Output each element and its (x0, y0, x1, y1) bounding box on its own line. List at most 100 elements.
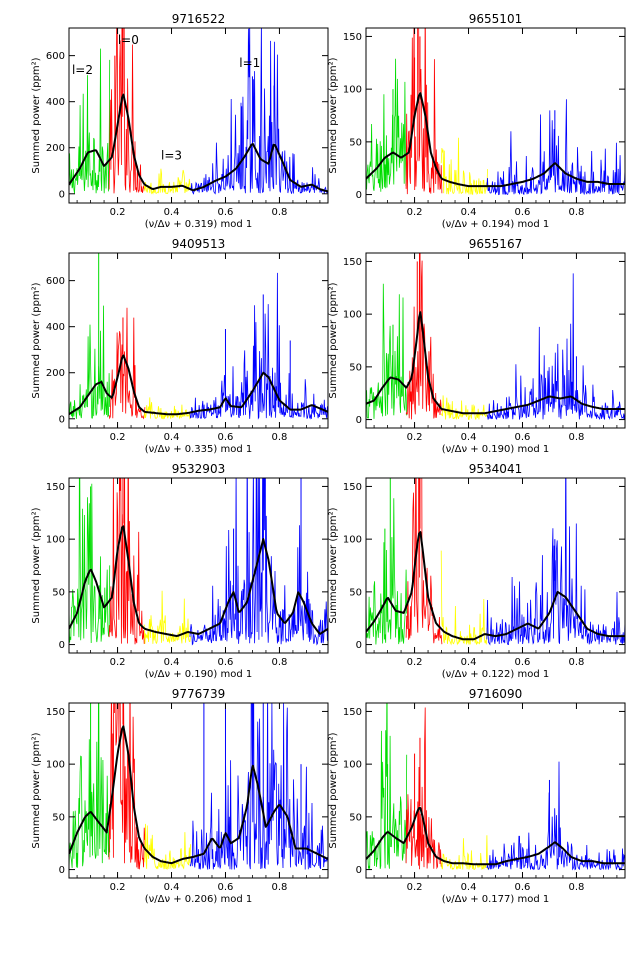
trace-l3 (440, 835, 488, 871)
trace-l2 (69, 305, 111, 419)
y-tick-label: 150 (46, 707, 65, 718)
trace-l0 (405, 707, 443, 870)
y-axis-label: Summed power (ppm²) (31, 732, 42, 848)
x-tick-label: 0.6 (515, 432, 531, 443)
x-tick-label: 0.6 (515, 657, 531, 668)
y-tick-label: 0 (59, 640, 65, 651)
y-tick-label: 100 (46, 535, 65, 546)
x-tick-label: 0.4 (461, 882, 477, 893)
mode-annotation: l=0 (118, 33, 139, 47)
trace-l0 (108, 703, 146, 870)
trace-l2 (69, 48, 111, 194)
y-tick-label: 150 (46, 482, 65, 493)
trace-l1 (189, 28, 328, 195)
x-tick-label: 0.2 (110, 207, 126, 218)
mode-annotation: l=3 (161, 148, 182, 162)
trace-l1 (486, 273, 625, 420)
x-tick-label: 0.8 (568, 207, 584, 218)
smoothed-envelope (69, 354, 328, 416)
trace-l1 (189, 478, 328, 646)
y-axis-label: Summed power (ppm²) (328, 732, 339, 848)
trace-l1 (189, 272, 328, 420)
y-tick-label: 100 (46, 760, 65, 771)
y-tick-label: 0 (356, 190, 362, 201)
x-tick-label: 0.8 (271, 207, 287, 218)
x-tick-label: 0.4 (461, 657, 477, 668)
trace-l3 (143, 168, 191, 195)
trace-l2 (366, 58, 408, 192)
mode-annotation: l=1 (239, 56, 260, 70)
panel-title: 9655101 (469, 12, 522, 26)
smoothed-envelope (69, 93, 328, 193)
x-tick-label: 0.4 (164, 432, 180, 443)
spectrum-traces (69, 28, 328, 195)
y-tick-label: 0 (59, 189, 65, 200)
y-tick-label: 150 (343, 257, 362, 268)
trace-l1 (486, 99, 625, 196)
panel-title: 9716522 (172, 12, 225, 26)
chart-panel-7: 9776739 0.2 0.4 0.6 0.8 0 50 100 150 (ν/Δν + 0.20… (31, 687, 329, 905)
trace-l0 (108, 307, 146, 420)
spectrum-traces (366, 703, 625, 871)
y-tick-label: 100 (343, 85, 362, 96)
x-tick-label: 0.6 (218, 432, 234, 443)
x-axis-label: (ν/Δν + 0.122) mod 1 (442, 669, 549, 680)
trace-l0 (405, 253, 443, 420)
x-tick-label: 0.4 (461, 432, 477, 443)
y-tick-label: 100 (343, 535, 362, 546)
trace-l1 (189, 703, 328, 870)
x-axis-label: (ν/Δν + 0.190) mod 1 (145, 669, 252, 680)
x-tick-label: 0.4 (164, 882, 180, 893)
y-tick-label: 50 (349, 137, 362, 148)
trace-l0 (405, 478, 443, 645)
trace-l2 (69, 478, 111, 644)
trace-l3 (143, 590, 191, 645)
chart-panel-6: 9534041 0.2 0.4 0.6 0.8 0 50 100 150 (ν/Δν + 0.12… (328, 462, 626, 680)
x-axis-label: (ν/Δν + 0.177) mod 1 (442, 894, 549, 905)
y-tick-label: 50 (349, 812, 362, 823)
panel-title: 9409513 (172, 237, 225, 251)
trace-l3 (440, 550, 488, 646)
smoothed-envelope (69, 725, 328, 865)
y-axis-label: Summed power (ppm²) (31, 282, 42, 398)
smoothed-envelope (69, 525, 328, 637)
x-tick-label: 0.2 (110, 882, 126, 893)
y-tick-label: 150 (343, 32, 362, 43)
y-tick-label: 100 (343, 760, 362, 771)
x-tick-label: 0.2 (407, 882, 423, 893)
y-tick-label: 50 (349, 362, 362, 373)
y-tick-label: 150 (343, 482, 362, 493)
x-axis-label: (ν/Δν + 0.319) mod 1 (145, 219, 252, 230)
trace-l1 (486, 478, 625, 646)
y-axis-label: Summed power (ppm²) (31, 57, 42, 173)
smoothed-envelope (366, 311, 625, 415)
panel-title: 9655167 (469, 237, 522, 251)
x-tick-label: 0.8 (568, 657, 584, 668)
y-tick-label: 600 (46, 276, 65, 287)
spectrum-traces (69, 253, 328, 420)
panel-title: 9776739 (172, 687, 225, 701)
y-axis-label: Summed power (ppm²) (328, 57, 339, 173)
x-tick-label: 0.4 (164, 657, 180, 668)
plot-frame (365, 702, 626, 879)
y-tick-label: 200 (46, 143, 65, 154)
y-tick-label: 0 (59, 414, 65, 425)
trace-l2 (366, 703, 408, 869)
y-tick-label: 400 (46, 97, 65, 108)
x-axis-label: (ν/Δν + 0.206) mod 1 (145, 894, 252, 905)
x-tick-label: 0.4 (164, 207, 180, 218)
x-tick-label: 0.2 (407, 657, 423, 668)
x-tick-label: 0.8 (568, 882, 584, 893)
panel-title: 9716090 (469, 687, 522, 701)
y-axis-label: Summed power (ppm²) (328, 282, 339, 398)
x-axis-label: (ν/Δν + 0.194) mod 1 (442, 219, 549, 230)
x-tick-label: 0.2 (407, 432, 423, 443)
y-tick-label: 50 (349, 587, 362, 598)
x-axis-label: (ν/Δν + 0.190) mod 1 (442, 444, 549, 455)
smoothed-envelope (366, 807, 625, 866)
y-tick-label: 150 (343, 707, 362, 718)
y-tick-label: 600 (46, 51, 65, 62)
x-tick-label: 0.6 (218, 657, 234, 668)
trace-l0 (108, 478, 146, 645)
